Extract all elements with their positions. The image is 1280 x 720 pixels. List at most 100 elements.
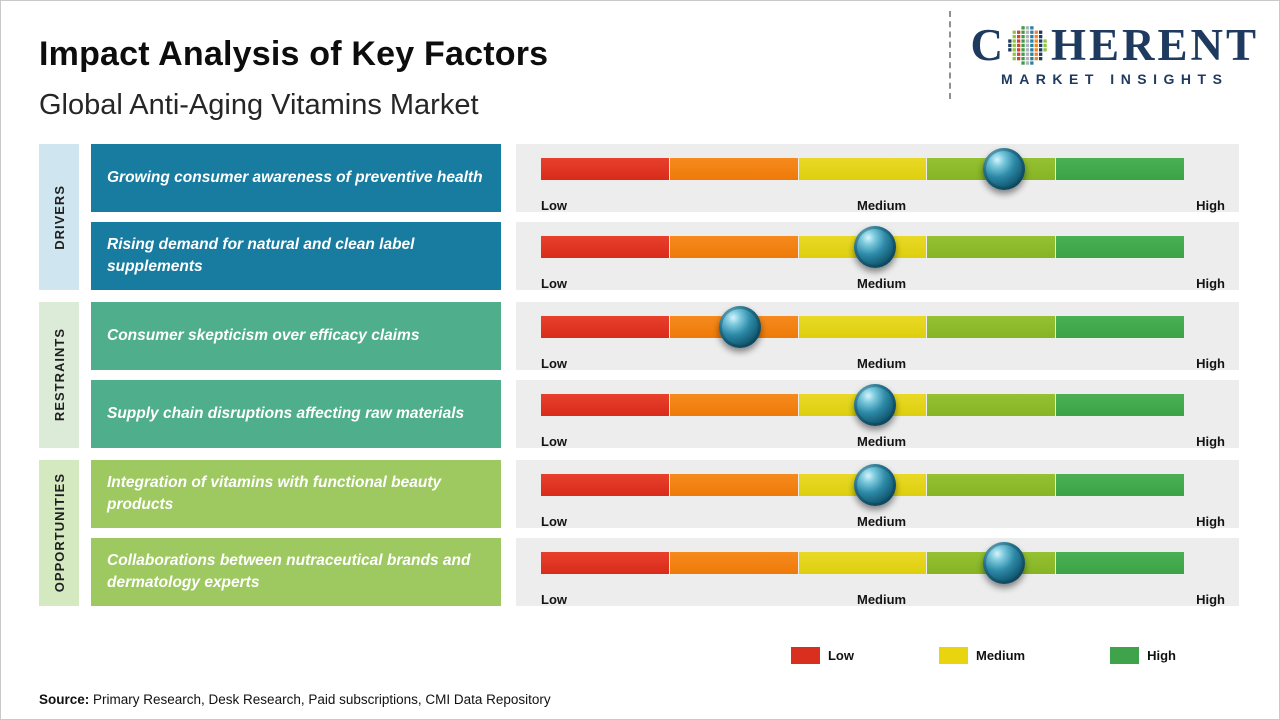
factor-text: Supply chain disruptions affecting raw m…	[107, 405, 465, 423]
bar-segment-red	[541, 474, 669, 496]
factor-box: Growing consumer awareness of preventive…	[91, 144, 501, 212]
bar-segment-yellow	[798, 316, 927, 338]
bar-segment-yellow	[798, 552, 927, 574]
bar-segment-green	[1056, 316, 1184, 338]
impact-row: Consumer skepticism over efficacy claims…	[91, 302, 1239, 371]
bar-segment-green	[1056, 552, 1184, 574]
category-label-text: OPPORTUNITIES	[51, 473, 67, 593]
factor-box: Rising demand for natural and clean labe…	[91, 222, 501, 290]
category-label-drivers: DRIVERS	[39, 144, 79, 290]
impact-marker	[982, 148, 1025, 190]
impact-row: Integration of vitamins with functional …	[91, 460, 1239, 529]
factor-text: Consumer skepticism over efficacy claims	[107, 327, 420, 345]
scale-label-low: Low	[541, 514, 567, 529]
logo-text-c: C	[970, 20, 1006, 70]
logo-globe-icon	[1008, 25, 1047, 65]
legend-swatch-medium	[938, 647, 968, 664]
bar-segment-olive	[927, 394, 1056, 416]
bar-segment-olive	[927, 236, 1056, 258]
impact-gradient-bar	[541, 306, 1184, 348]
scale-label-high: High	[1196, 592, 1225, 607]
scale-label-high: High	[1196, 434, 1225, 449]
bar-segment-red	[541, 158, 669, 180]
category-label-text: DRIVERS	[51, 184, 67, 250]
factor-text: Rising demand for natural and clean labe…	[107, 236, 415, 275]
impact-marker	[719, 306, 762, 348]
bar-segment-orange	[669, 158, 798, 180]
scale-label-medium: Medium	[856, 514, 907, 529]
factor-box: Consumer skepticism over efficacy claims	[91, 302, 501, 370]
scale-label-medium: Medium	[856, 592, 907, 607]
category-label-restraints: RESTRAINTS	[39, 302, 79, 448]
legend: Low Medium High	[790, 647, 1176, 664]
scale-labels: Low Medium High	[541, 356, 1225, 371]
bar-segment-orange	[669, 552, 798, 574]
scale-label-low: Low	[541, 276, 567, 291]
bar-segment-green	[1056, 394, 1184, 416]
impact-scale: Low Medium High	[516, 222, 1239, 291]
impact-row: Rising demand for natural and clean labe…	[91, 222, 1239, 291]
scale-label-high: High	[1196, 276, 1225, 291]
impact-gradient-bar	[541, 384, 1184, 426]
scale-label-medium: Medium	[856, 198, 907, 213]
scale-label-high: High	[1196, 356, 1225, 371]
category-group-drivers: DRIVERS Growing consumer awareness of pr…	[39, 144, 1239, 291]
legend-label: Medium	[975, 648, 1026, 663]
impact-row: Collaborations between nutraceutical bra…	[91, 538, 1239, 607]
scale-label-low: Low	[541, 356, 567, 371]
scale-label-low: Low	[541, 198, 567, 213]
factor-box: Collaborations between nutraceutical bra…	[91, 538, 501, 606]
scale-label-high: High	[1196, 514, 1225, 529]
bar-segment-red	[541, 236, 669, 258]
legend-label: Low	[827, 648, 854, 663]
impact-scale: Low Medium High	[516, 302, 1239, 371]
bar-segment-olive	[927, 316, 1056, 338]
scale-labels: Low Medium High	[541, 592, 1225, 607]
impact-gradient-bar	[541, 148, 1184, 190]
impact-gradient-bar	[541, 464, 1184, 506]
bar-segment-green	[1056, 158, 1184, 180]
logo-text-rest: HERENT	[1050, 20, 1259, 70]
factor-box: Supply chain disruptions affecting raw m…	[91, 380, 501, 448]
category-group-restraints: RESTRAINTS Consumer skepticism over effi…	[39, 302, 1239, 449]
bar-segment-orange	[669, 394, 798, 416]
scale-labels: Low Medium High	[541, 434, 1225, 449]
impact-scale: Low Medium High	[516, 380, 1239, 449]
factor-text: Growing consumer awareness of preventive…	[107, 169, 483, 187]
scale-labels: Low Medium High	[541, 514, 1225, 529]
impact-scale: Low Medium High	[516, 460, 1239, 529]
source-note: Source: Primary Research, Desk Research,…	[39, 692, 551, 707]
factor-text: Collaborations between nutraceutical bra…	[107, 552, 471, 591]
impact-gradient-bar	[541, 226, 1184, 268]
source-text: Primary Research, Desk Research, Paid su…	[89, 692, 551, 707]
scale-label-medium: Medium	[856, 356, 907, 371]
scale-label-low: Low	[541, 592, 567, 607]
impact-marker	[854, 384, 897, 426]
legend-item-low: Low	[790, 647, 854, 664]
bar-segment-green	[1056, 474, 1184, 496]
bar-segment-orange	[669, 474, 798, 496]
legend-swatch-low	[790, 647, 820, 664]
impact-matrix: DRIVERS Growing consumer awareness of pr…	[39, 144, 1239, 618]
factor-text: Integration of vitamins with functional …	[107, 474, 442, 513]
page-subtitle: Global Anti-Aging Vitamins Market	[39, 89, 479, 121]
scale-label-high: High	[1196, 198, 1225, 213]
source-prefix: Source:	[39, 692, 90, 707]
scale-label-medium: Medium	[856, 276, 907, 291]
bar-segment-olive	[927, 474, 1056, 496]
page-title: Impact Analysis of Key Factors	[39, 35, 549, 73]
impact-row: Growing consumer awareness of preventive…	[91, 144, 1239, 213]
bar-segment-red	[541, 552, 669, 574]
category-label-text: RESTRAINTS	[51, 328, 67, 422]
logo-tagline: MARKET INSIGHTS	[1001, 71, 1229, 87]
scale-labels: Low Medium High	[541, 198, 1225, 213]
legend-item-medium: Medium	[938, 647, 1026, 664]
bar-segment-orange	[669, 236, 798, 258]
brand-logo: C HERENT MARKET INSIGHTS	[970, 20, 1259, 88]
impact-scale: Low Medium High	[516, 538, 1239, 607]
category-label-opportunities: OPPORTUNITIES	[39, 460, 79, 606]
impact-marker	[854, 464, 897, 506]
logo-divider	[949, 11, 951, 99]
bar-segment-yellow	[798, 158, 927, 180]
